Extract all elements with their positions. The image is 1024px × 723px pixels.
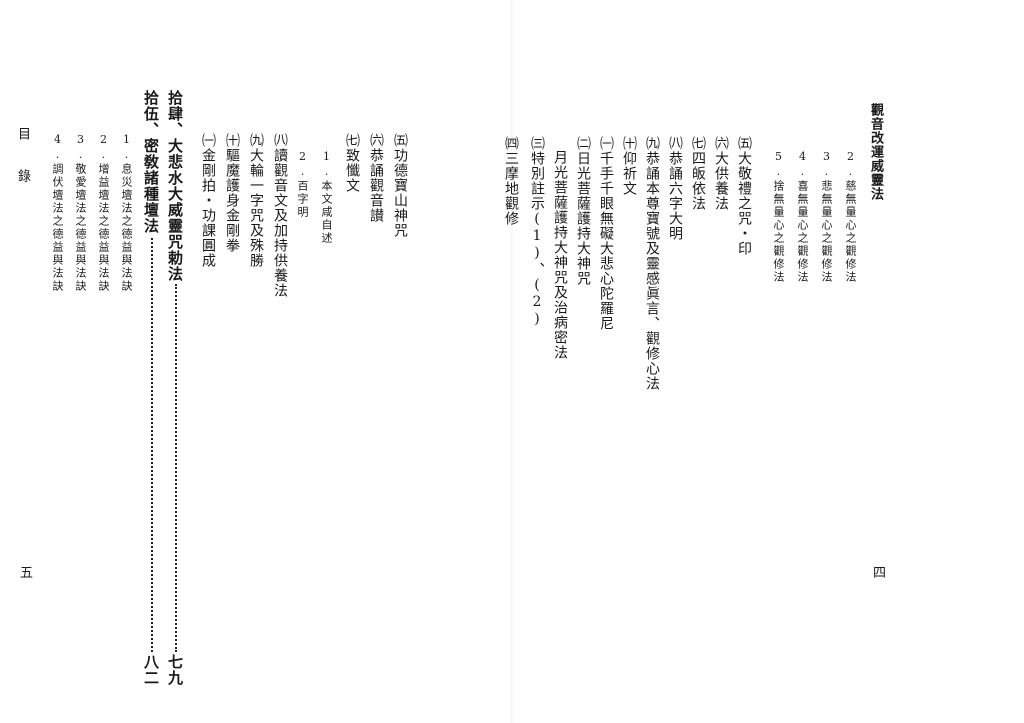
toc-entry: ㈨恭誦本尊寶號及靈感眞言、觀修心法: [644, 136, 660, 391]
dot-leader: [151, 238, 153, 652]
toc-entry: ㈦致懺文: [344, 133, 360, 193]
toc-entry: ㈠金剛拍・功課圓成: [200, 133, 216, 268]
toc-entry: ㈠千手千眼無礙大悲心陀羅尼: [598, 136, 614, 331]
toc-entry: ㈤大敬禮之咒・印: [736, 136, 752, 256]
page-ref-chapter-14: 七九: [166, 654, 184, 686]
running-title: 目 錄: [15, 127, 30, 190]
toc-entry: ㈢特別註示(1)、(2): [529, 136, 545, 328]
page-number: 五: [20, 566, 34, 581]
left-page: 拾肆、大悲水大威靈咒勅法 七九 拾伍、密敎諸種壇法 八二 ㈤功德寶山神咒 ㈥恭誦…: [15, 90, 408, 686]
toc-subentry: 3.悲無量心之觀修法: [820, 150, 833, 284]
toc-subentry: 5.捨無量心之觀修法: [772, 150, 785, 284]
toc-subentry: 1.息災壇法之德益與法訣: [120, 133, 133, 293]
toc-subentry: 3.敬愛壇法之德益與法訣: [74, 133, 87, 293]
toc-entry: ㈩驅魔護身金剛拳: [224, 133, 240, 253]
right-page: 觀音改運威靈法 2.慈無量心之觀修法 3.悲無量心之觀修法 4.喜無量心之觀修法…: [503, 0, 1024, 723]
toc-entry: ㈦四皈依法: [690, 136, 706, 211]
toc-subentry: 1.本文咸自述: [320, 150, 333, 245]
toc-subentry: 4.喜無量心之觀修法: [796, 150, 809, 284]
toc-subentry: 2.慈無量心之觀修法: [844, 150, 857, 284]
page-ref-chapter-15: 八二: [142, 654, 160, 686]
toc-entry: ㈣三摩地觀修: [503, 136, 519, 226]
toc-entry: 月光菩薩護持大神咒及治病密法: [552, 150, 568, 360]
toc-entry: ㈡日光菩薩護持大神咒: [575, 136, 591, 286]
toc-subentry: 2.百字明: [296, 150, 309, 219]
toc-entry: ㈧讀觀音文及加持供養法: [272, 133, 288, 298]
toc-entry: ㈥恭誦觀音讃: [368, 133, 384, 223]
toc-entry: ㈧恭誦六字大明: [667, 136, 683, 241]
page-gutter: [511, 0, 513, 723]
toc-entry: ㈨大輪一字咒及殊勝: [248, 133, 264, 268]
toc-subentry: 4.調伏壇法之德益與法訣: [51, 133, 64, 293]
toc-entry: ㈤功德寶山神咒: [392, 133, 408, 238]
toc-subentry: 2.增益壇法之德益與法訣: [97, 133, 110, 293]
toc-entry: ㈩仰祈文: [621, 136, 637, 196]
toc-entry: ㈥大供養法: [713, 136, 729, 211]
running-title: 觀音改運威靈法: [868, 103, 883, 201]
toc-entry-chapter-15: 拾伍、密敎諸種壇法: [142, 90, 160, 234]
page-number: 四: [873, 566, 887, 581]
dot-leader: [175, 284, 177, 652]
toc-entry-chapter-14: 拾肆、大悲水大威靈咒勅法: [166, 90, 184, 282]
